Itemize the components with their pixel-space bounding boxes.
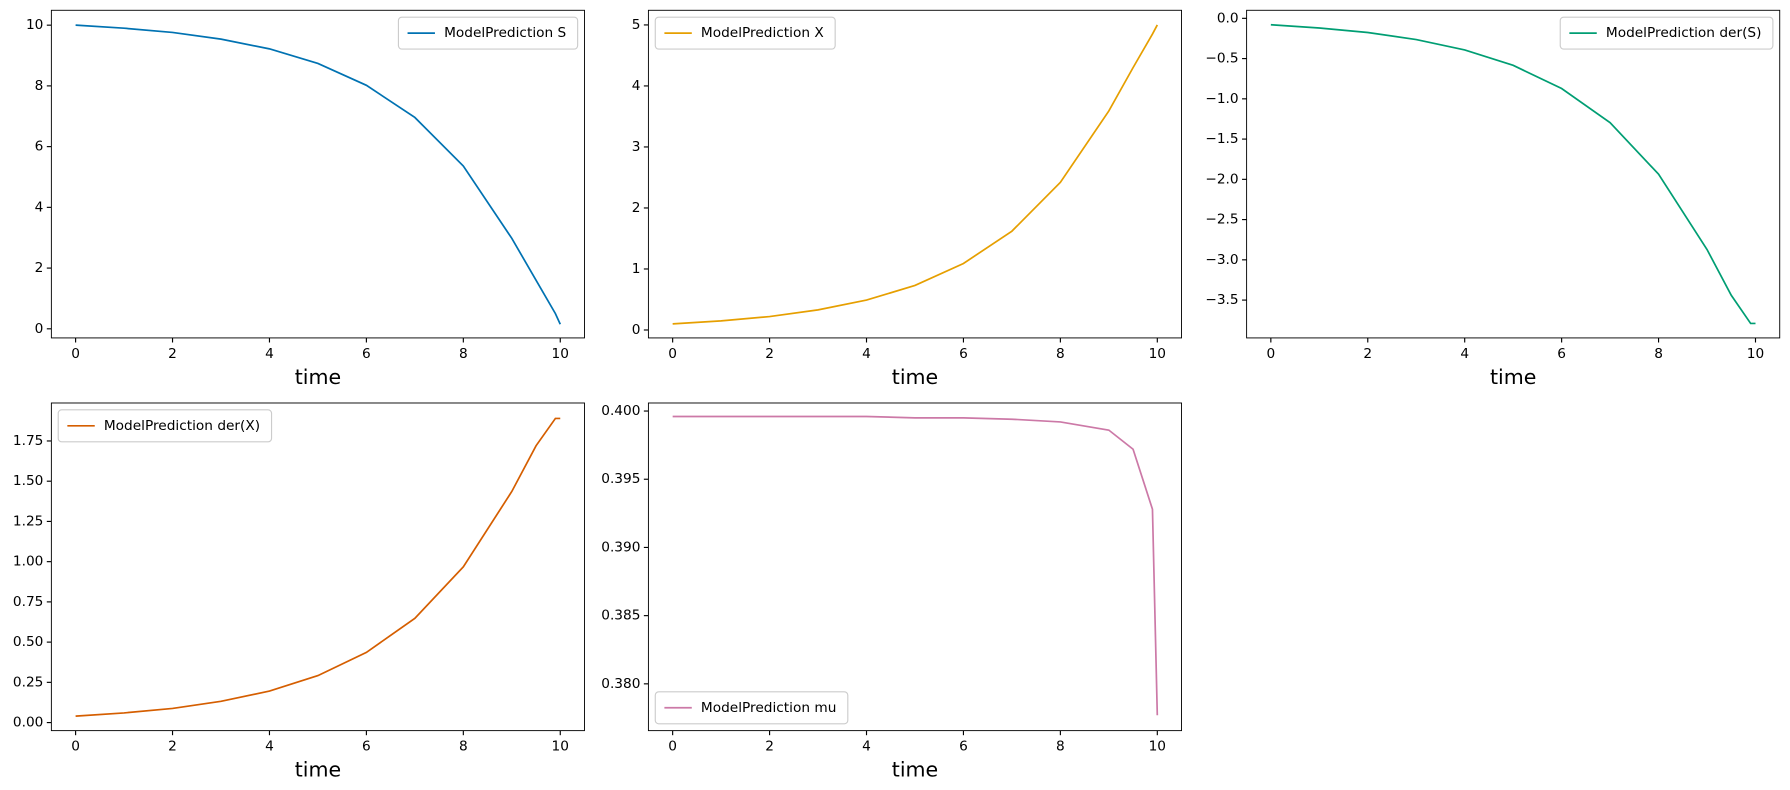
y-tick-label: 6 xyxy=(35,139,44,155)
x-tick-label: 2 xyxy=(168,346,177,362)
x-tick-label: 4 xyxy=(265,346,274,362)
y-tick-label: 2 xyxy=(35,260,44,276)
y-tick-label: 4 xyxy=(632,78,641,94)
x-tick-label: 10 xyxy=(1149,346,1166,362)
y-tick-label: 3 xyxy=(632,139,641,155)
x-tick-label: 4 xyxy=(1460,346,1469,362)
y-tick-label: 0.380 xyxy=(601,676,640,692)
line xyxy=(672,415,1159,716)
y-tick-label: 1 xyxy=(632,261,641,277)
y-tick-label: 2 xyxy=(632,200,641,216)
legend-label: ModelPrediction der(S) xyxy=(1606,25,1762,41)
axes-frame xyxy=(647,402,1182,732)
y-tick-label: 0.0 xyxy=(1217,10,1239,26)
x-tick-label: 2 xyxy=(765,346,774,362)
x-tick-label: 6 xyxy=(1557,346,1566,362)
legend-box xyxy=(1559,16,1774,50)
line xyxy=(75,417,561,717)
x-axis-label: time xyxy=(892,365,938,389)
y-tick-label: −3.0 xyxy=(1205,252,1238,268)
y-tick-label: 4 xyxy=(35,199,44,215)
y-tick-label: 0 xyxy=(632,322,641,338)
y-tick-label: 0 xyxy=(35,321,44,337)
x-tick-label: 8 xyxy=(459,346,468,362)
x-tick-label: 8 xyxy=(1056,346,1065,362)
line xyxy=(672,24,1159,325)
x-tick-label: 10 xyxy=(1747,346,1764,362)
y-tick-label: 5 xyxy=(632,17,641,33)
x-axis-label: time xyxy=(295,758,341,782)
y-tick-label: 0.25 xyxy=(13,674,43,690)
x-tick-label: 6 xyxy=(362,739,371,755)
x-tick-label: 0 xyxy=(668,346,677,362)
y-tick-label: −1.5 xyxy=(1205,131,1238,147)
y-tick-label: −1.0 xyxy=(1205,91,1238,107)
x-tick-label: 0 xyxy=(71,346,80,362)
y-tick-label: −2.5 xyxy=(1205,212,1238,228)
y-tick-label: 0.395 xyxy=(601,471,640,487)
x-tick-label: 10 xyxy=(552,346,569,362)
y-tick-label: 1.75 xyxy=(13,433,43,449)
legend-box xyxy=(654,691,849,725)
legend-label: ModelPrediction X xyxy=(701,25,824,41)
axes-frame xyxy=(50,9,585,339)
y-tick-label: 8 xyxy=(35,78,44,94)
x-tick-label: 8 xyxy=(1654,346,1663,362)
axes-frame xyxy=(1246,9,1781,339)
y-tick-label: 0.400 xyxy=(601,403,640,419)
axes-frame xyxy=(647,9,1182,339)
legend-box xyxy=(654,16,836,50)
x-axis-label: time xyxy=(295,365,341,389)
x-axis-label: time xyxy=(892,758,938,782)
x-tick-label: 8 xyxy=(1056,739,1065,755)
y-tick-label: 1.25 xyxy=(13,513,43,529)
legend-box xyxy=(57,409,273,443)
x-tick-label: 10 xyxy=(552,739,569,755)
x-tick-label: 2 xyxy=(168,739,177,755)
legend-label: ModelPrediction S xyxy=(444,25,566,41)
legend-label: ModelPrediction mu xyxy=(701,700,836,716)
y-tick-label: 10 xyxy=(26,17,43,33)
x-tick-label: 6 xyxy=(959,739,968,755)
x-tick-label: 2 xyxy=(765,739,774,755)
x-tick-label: 0 xyxy=(1266,346,1275,362)
x-tick-label: 0 xyxy=(668,739,677,755)
x-tick-label: 8 xyxy=(459,739,468,755)
x-axis-label: time xyxy=(1490,365,1536,389)
x-tick-label: 10 xyxy=(1149,739,1166,755)
line xyxy=(1270,23,1756,325)
y-tick-label: 0.385 xyxy=(601,608,640,624)
x-tick-label: 4 xyxy=(862,739,871,755)
y-tick-label: 1.50 xyxy=(13,473,43,489)
y-tick-label: 0.50 xyxy=(13,634,43,650)
x-tick-label: 6 xyxy=(362,346,371,362)
line xyxy=(75,24,562,325)
y-tick-label: 0.390 xyxy=(601,539,640,555)
x-tick-label: 4 xyxy=(862,346,871,362)
legend-label: ModelPrediction der(X) xyxy=(104,418,260,434)
y-tick-label: 0.75 xyxy=(13,594,43,610)
y-tick-label: −2.0 xyxy=(1205,171,1238,187)
x-tick-label: 4 xyxy=(265,739,274,755)
x-tick-label: 2 xyxy=(1363,346,1372,362)
axes-frame xyxy=(50,402,585,732)
y-tick-label: 0.00 xyxy=(13,715,43,731)
y-tick-label: −3.5 xyxy=(1205,292,1238,308)
y-tick-label: 1.00 xyxy=(13,554,43,570)
y-tick-label: −0.5 xyxy=(1205,51,1238,67)
x-tick-label: 0 xyxy=(71,739,80,755)
legend-box xyxy=(397,16,579,50)
x-tick-label: 6 xyxy=(959,346,968,362)
